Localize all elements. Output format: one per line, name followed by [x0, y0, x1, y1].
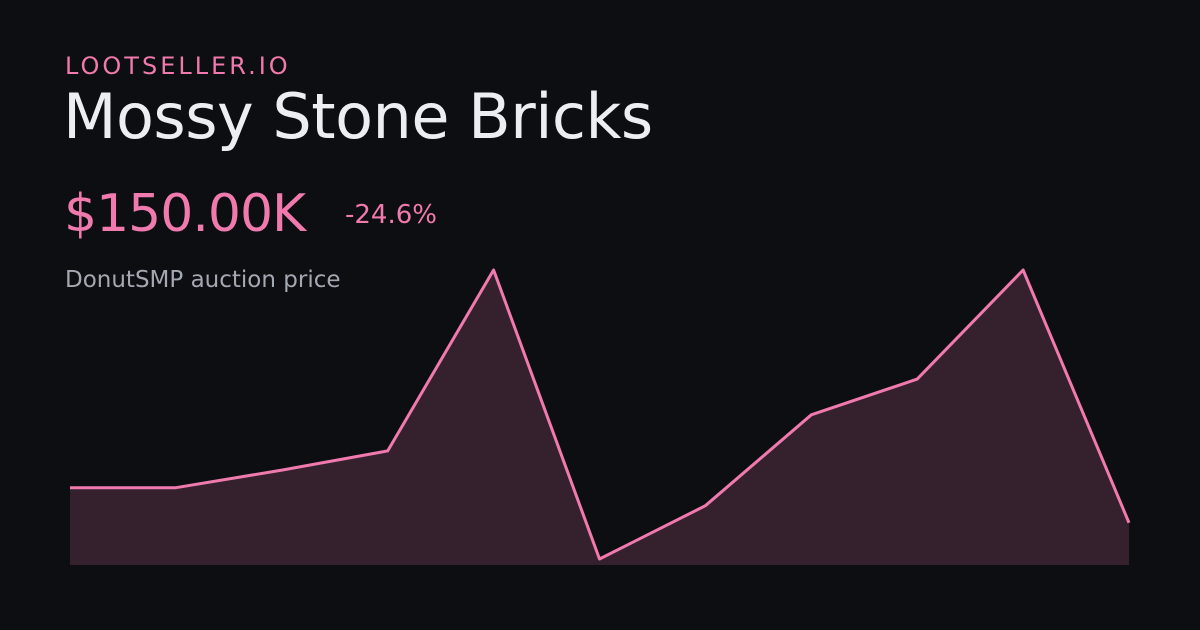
price-line — [70, 268, 1131, 561]
price-change: -24.6% — [345, 200, 437, 230]
subtitle: DonutSMP auction price — [65, 267, 341, 293]
area-fill — [70, 270, 1129, 565]
item-title: Mossy Stone Bricks — [63, 80, 653, 153]
brand: LOOTSELLER.IO — [65, 52, 291, 80]
price: $150.00K — [64, 184, 306, 244]
